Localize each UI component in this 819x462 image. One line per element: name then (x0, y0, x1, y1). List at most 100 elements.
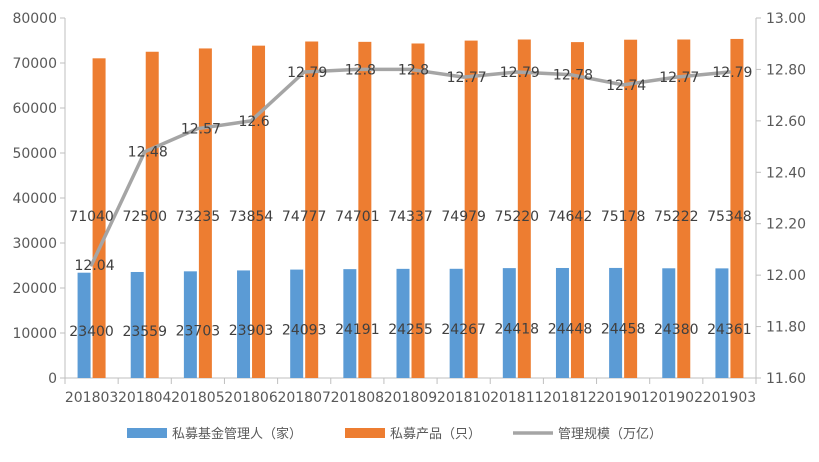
data-label-managers: 23400 (69, 324, 114, 340)
data-label-scale: 12.8 (345, 62, 376, 78)
bar-managers (555, 267, 569, 378)
line-point (621, 83, 625, 87)
line-point (462, 75, 466, 79)
line-point (355, 67, 359, 71)
legend-label-managers: 私募基金管理人（家） (172, 426, 302, 442)
data-label-managers: 24255 (388, 322, 433, 338)
bar-managers (183, 271, 197, 378)
data-label-scale: 12.6 (238, 114, 269, 130)
line-point (90, 263, 94, 267)
line-point (727, 70, 731, 74)
data-label-scale: 12.8 (398, 62, 429, 78)
data-label-scale: 12.57 (181, 122, 221, 138)
data-label-scale: 12.77 (659, 70, 699, 86)
data-label-managers: 24191 (335, 322, 380, 338)
bar-products (92, 58, 106, 378)
data-label-products: 75220 (495, 209, 540, 225)
x-tick-label: 201903 (703, 390, 756, 406)
data-label-managers: 24093 (282, 322, 327, 338)
y-right-tick-label: 12.80 (766, 62, 806, 78)
bar-products (464, 40, 478, 378)
data-label-products: 74979 (441, 209, 486, 225)
legend-label-products: 私募产品（只） (390, 427, 481, 442)
line-point (409, 67, 412, 71)
x-tick-label: 201902 (650, 390, 703, 406)
y-left-tick-label: 0 (48, 371, 57, 387)
y-right-tick-label: 12.20 (766, 217, 806, 233)
bar-managers (662, 268, 676, 378)
bar-products (145, 51, 159, 378)
data-label-products: 74642 (548, 209, 593, 225)
bar-managers (396, 268, 410, 378)
x-tick-label: 201806 (224, 390, 278, 406)
chart-line (89, 67, 732, 267)
data-label-products: 74701 (335, 209, 380, 225)
line-point (249, 119, 253, 123)
data-label-managers: 23559 (122, 324, 167, 340)
bar-managers (237, 270, 251, 378)
bar-managers (502, 268, 516, 378)
line-point (143, 150, 147, 154)
legend-swatch-managers (127, 428, 167, 438)
data-label-products: 75222 (654, 209, 699, 225)
line-point (302, 70, 306, 74)
bar-products (730, 38, 744, 379)
y-left-tick-label: 30000 (12, 236, 57, 252)
bar-products (570, 42, 584, 379)
data-label-scale: 12.79 (712, 65, 752, 81)
data-label-products: 71040 (69, 209, 114, 225)
bar-managers (449, 268, 463, 378)
chart-legend: 私募基金管理人（家） 私募产品（只） 管理规模（万亿） (127, 426, 662, 442)
bar-products (358, 41, 372, 379)
data-label-scale: 12.04 (75, 258, 115, 274)
chart-axes: 0 10000 20000 30000 40000 50000 60000 70000 8000… (12, 11, 806, 406)
bar-managers (609, 267, 623, 378)
data-label-products: 75348 (707, 209, 752, 225)
y-left-tick-label: 80000 (12, 11, 57, 27)
data-label-scale: 12.77 (447, 70, 487, 86)
data-label-products: 74777 (282, 209, 327, 225)
x-tick-label: 201805 (171, 390, 224, 406)
line-point (196, 127, 200, 131)
x-tick-label: 201807 (277, 390, 330, 406)
x-tick-label: 201901 (596, 390, 649, 406)
chart-data-labels: 23400 71040 12.04 23559 72500 12.48 23703 73235… (69, 62, 752, 340)
data-label-managers: 24267 (441, 322, 486, 338)
bar-managers (290, 269, 304, 378)
y-right-tick-label: 12.40 (766, 165, 806, 181)
data-label-products: 72500 (122, 209, 167, 225)
y-left-tick-label: 70000 (12, 56, 57, 72)
data-label-managers: 24361 (707, 322, 752, 338)
data-label-managers: 24380 (654, 322, 699, 338)
legend-label-scale: 管理规模（万亿） (558, 427, 662, 442)
y-right-tick-label: 12.60 (766, 114, 806, 130)
bar-products (198, 48, 212, 378)
bar-products (252, 45, 266, 378)
data-label-scale: 12.74 (606, 78, 646, 94)
chart-bars (77, 38, 744, 379)
line-point (515, 70, 519, 74)
data-label-managers: 24448 (548, 322, 593, 338)
line-point (568, 73, 572, 77)
data-label-products: 73854 (229, 209, 274, 225)
bar-products (677, 39, 691, 378)
data-label-managers: 23703 (176, 323, 221, 339)
data-label-products: 73235 (176, 209, 221, 225)
data-label-managers: 23903 (229, 323, 274, 339)
legend-swatch-products (345, 428, 385, 438)
y-left-tick-label: 10000 (12, 326, 57, 342)
data-label-managers: 24458 (601, 322, 646, 338)
x-tick-label: 201808 (331, 390, 384, 406)
data-label-managers: 24418 (495, 322, 540, 338)
line-point (674, 75, 678, 79)
y-right-tick-label: 13.00 (766, 11, 806, 27)
data-label-scale: 12.79 (287, 65, 327, 81)
y-right-tick-label: 11.80 (766, 320, 806, 336)
x-tick-label: 201811 (490, 390, 543, 406)
y-left-tick-label: 40000 (12, 191, 57, 207)
bar-products (411, 43, 425, 379)
x-tick-label: 201812 (543, 390, 596, 406)
bar-managers (715, 268, 729, 378)
y-left-tick-label: 60000 (12, 101, 57, 117)
